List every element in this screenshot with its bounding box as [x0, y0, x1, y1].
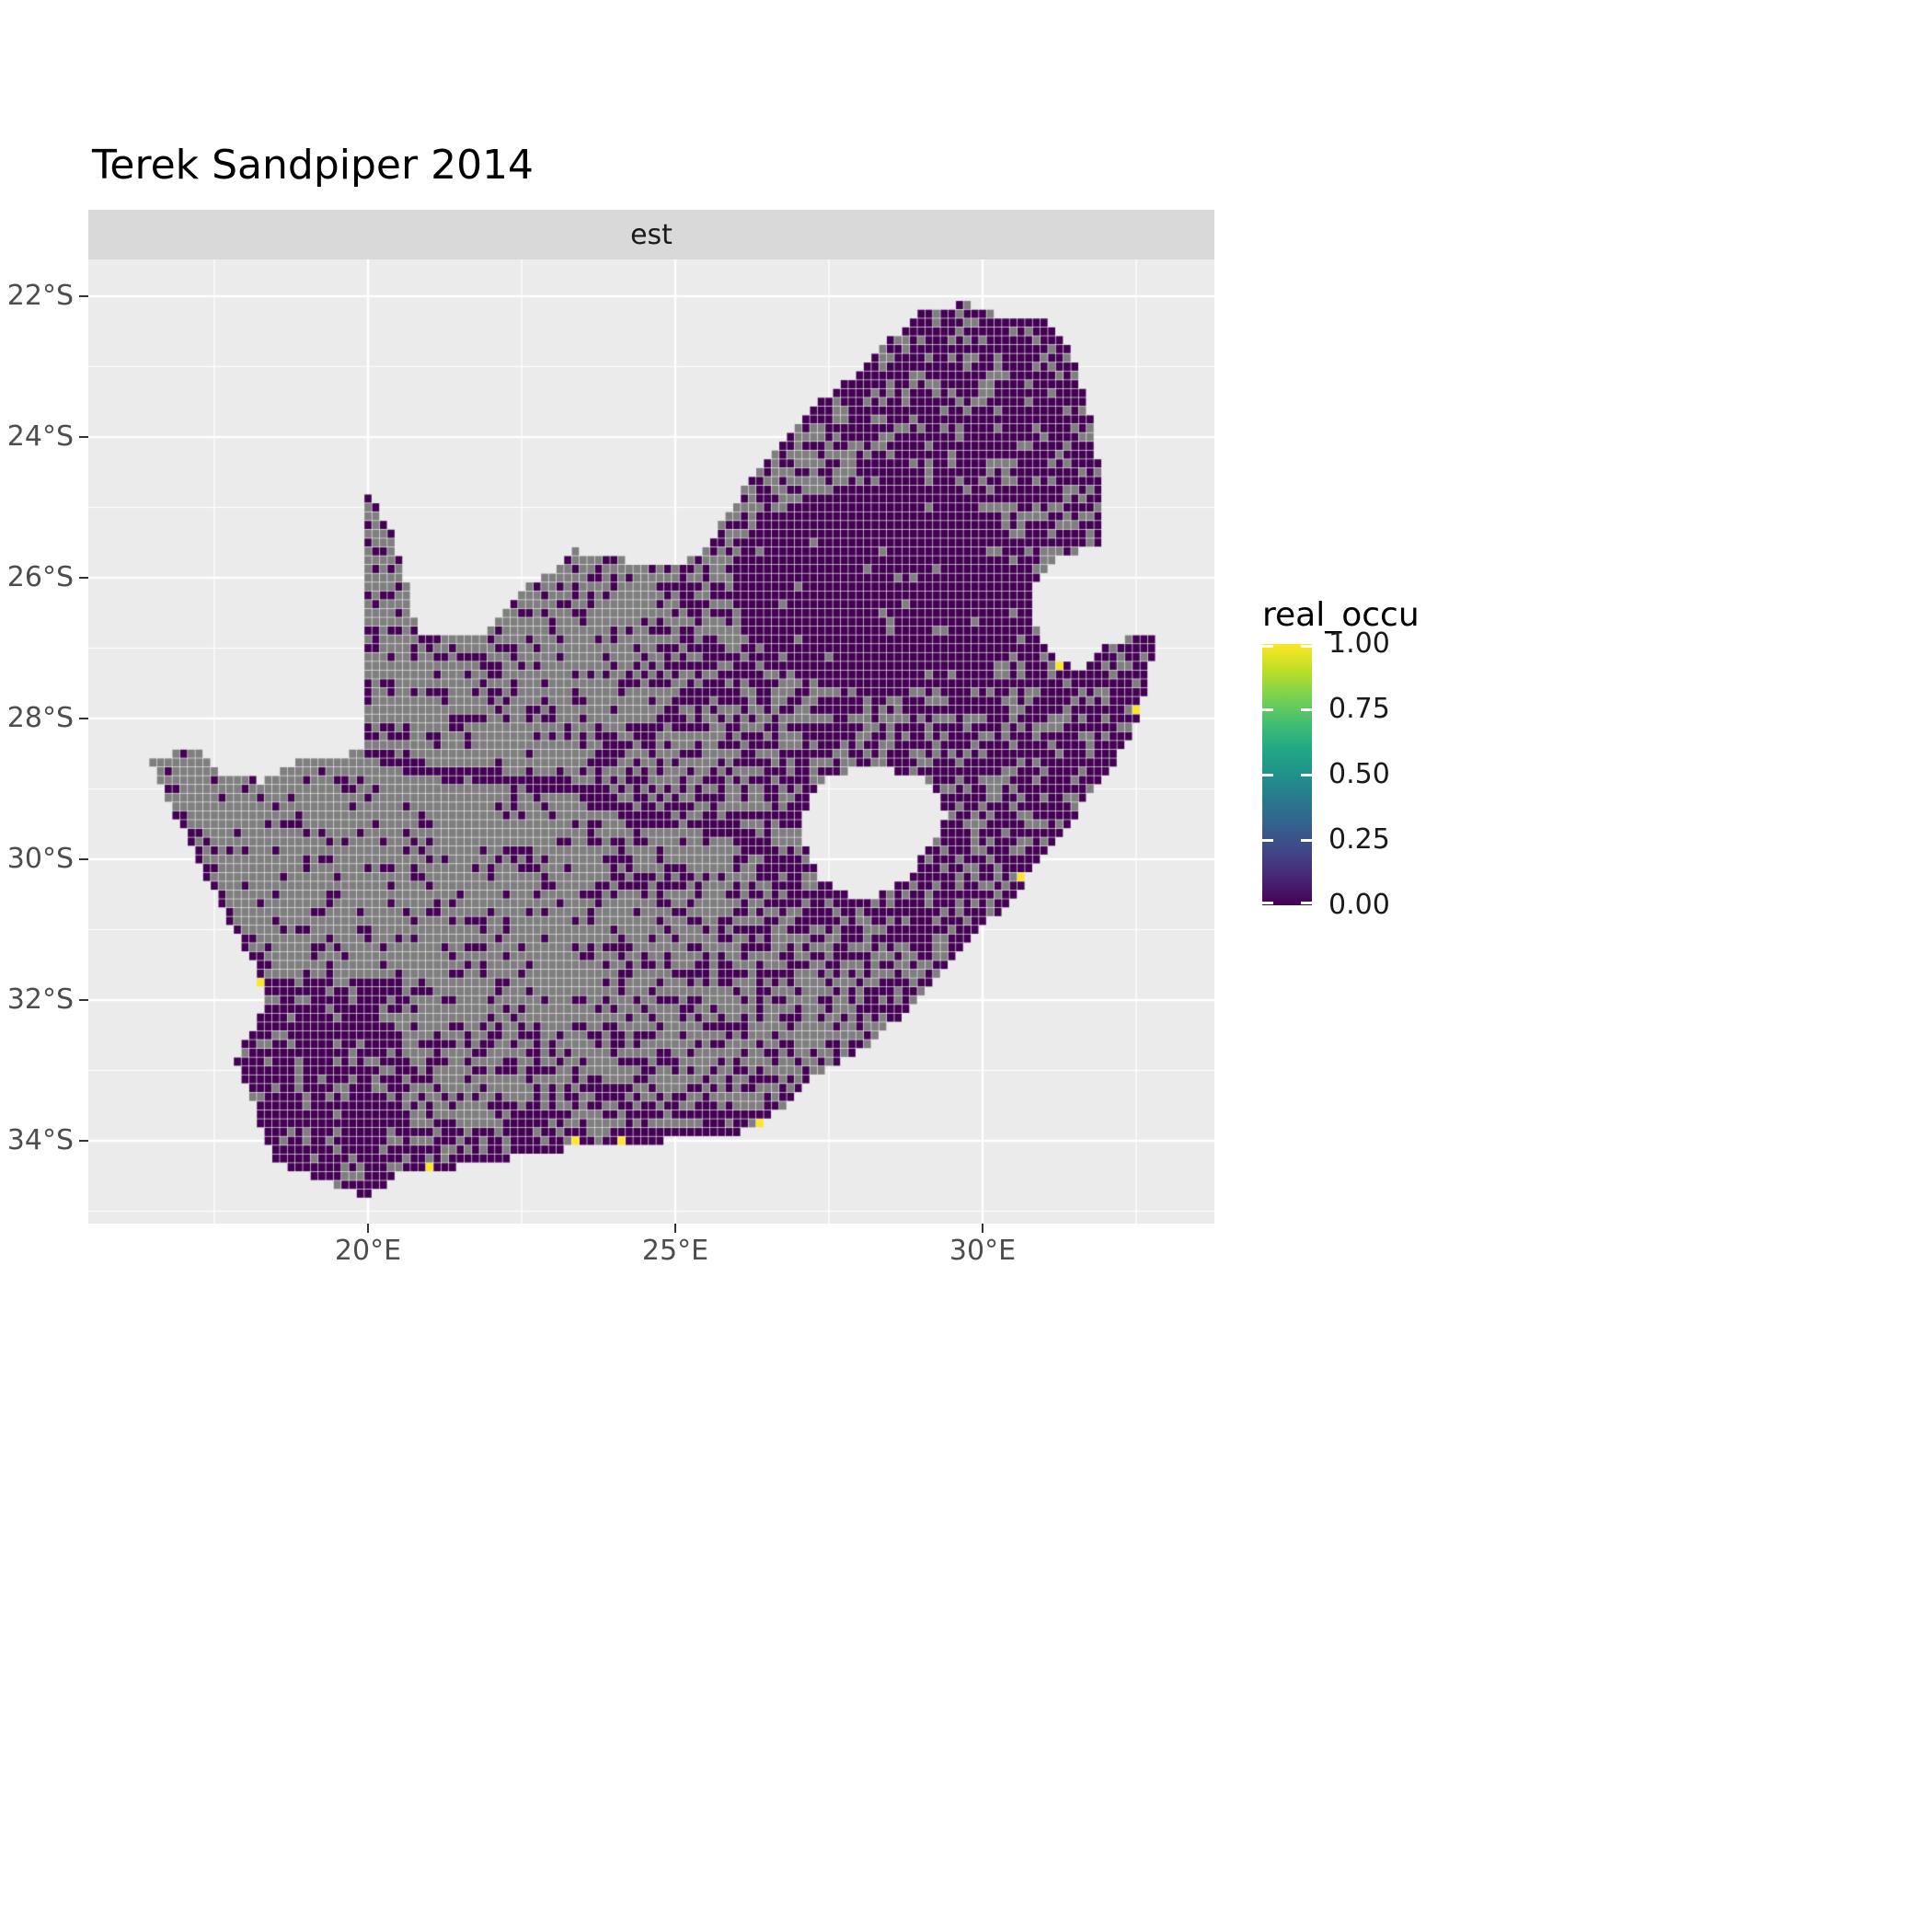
- y-tick-mark: [79, 858, 88, 860]
- x-tick-label: 20°E: [334, 1235, 402, 1267]
- y-tick-mark: [79, 999, 88, 1001]
- legend-tick-mark: [1301, 838, 1312, 842]
- plot-title: Terek Sandpiper 2014: [92, 142, 535, 189]
- facet-strip-label: est: [630, 218, 673, 251]
- legend-tick-label: 0.50: [1328, 758, 1390, 790]
- legend-tick-mark: [1301, 773, 1312, 776]
- map-canvas: [88, 259, 1214, 1224]
- legend-tick-mark: [1301, 902, 1312, 904]
- y-tick-label: 34°S: [6, 1124, 74, 1156]
- x-tick-mark: [982, 1224, 983, 1233]
- legend-tick-label: 0.25: [1328, 823, 1390, 856]
- legend-tick-mark: [1262, 838, 1273, 842]
- plot-panel: [88, 259, 1214, 1224]
- legend-tick-mark: [1262, 902, 1273, 904]
- y-tick-label: 32°S: [6, 983, 74, 1016]
- y-tick-mark: [79, 436, 88, 438]
- legend-tick-label: 1.00: [1328, 627, 1390, 660]
- y-tick-mark: [79, 718, 88, 719]
- y-tick-label: 30°S: [6, 843, 74, 875]
- y-tick-mark: [79, 295, 88, 297]
- legend-tick-label: 0.75: [1328, 693, 1390, 725]
- legend-tick-mark: [1262, 707, 1273, 711]
- x-tick-label: 25°E: [641, 1235, 709, 1267]
- x-tick-mark: [674, 1224, 676, 1233]
- legend-tick-mark: [1262, 645, 1273, 648]
- legend-title: real_occu: [1262, 596, 1420, 634]
- y-tick-mark: [79, 1140, 88, 1142]
- y-tick-label: 22°S: [6, 280, 74, 312]
- facet-strip: est: [88, 210, 1214, 259]
- legend-colorbar: [1262, 644, 1312, 905]
- y-tick-label: 26°S: [6, 561, 74, 593]
- y-tick-label: 24°S: [6, 420, 74, 453]
- y-tick-label: 28°S: [6, 702, 74, 734]
- legend-tick-mark: [1301, 645, 1312, 648]
- x-tick-mark: [367, 1224, 369, 1233]
- legend-tick-mark: [1301, 707, 1312, 711]
- x-tick-label: 30°E: [949, 1235, 1017, 1267]
- legend-tick-mark: [1262, 773, 1273, 776]
- legend-tick-label: 0.00: [1328, 889, 1390, 921]
- y-tick-mark: [79, 577, 88, 579]
